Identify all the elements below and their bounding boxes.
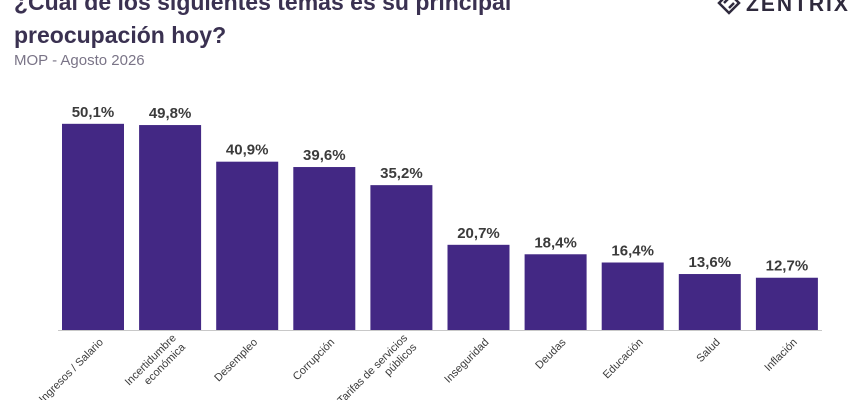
logo-text: ZENTRIX	[746, 0, 850, 16]
bar	[601, 262, 664, 330]
bar-value-label: 50,1%	[72, 104, 115, 121]
bar-value-label: 20,7%	[457, 225, 500, 242]
category-label: Incertidumbreeconómica	[123, 332, 189, 398]
bar	[293, 167, 356, 330]
bar-value-label: 35,2%	[380, 165, 423, 182]
category-label: Educación	[601, 336, 646, 381]
category-label: Inflación	[762, 336, 799, 373]
category-label: Corrupción	[291, 336, 338, 383]
category-label: Ingresos / Salario	[37, 336, 106, 400]
bar-value-label: 49,8%	[149, 105, 192, 122]
bar	[62, 123, 124, 330]
bar-value-label: 13,6%	[689, 254, 732, 271]
bar	[755, 277, 818, 330]
bar	[216, 161, 279, 330]
brand-logo: ZENTRIX	[716, 0, 850, 18]
category-label: Tarifas de serviciospúblicos	[335, 332, 419, 400]
bar-value-label: 40,9%	[226, 142, 269, 159]
zentrix-logo-icon	[716, 0, 742, 21]
chart-title: ¿Cuál de los siguientes temas es su prin…	[14, 0, 512, 48]
bar	[447, 244, 510, 330]
chart-subtitle: MOP - Agosto 2026	[14, 52, 145, 69]
bar	[139, 125, 202, 330]
category-label: Deudas	[533, 336, 569, 372]
bar-value-label: 39,6%	[303, 147, 346, 164]
category-label: Inseguridad	[442, 336, 491, 385]
category-label: Desempleo	[212, 336, 260, 384]
bar-value-label: 16,4%	[611, 243, 654, 260]
bar	[524, 254, 587, 330]
bar	[678, 274, 741, 330]
bar-value-label: 18,4%	[534, 234, 577, 251]
bar-value-label: 12,7%	[766, 258, 809, 275]
category-label: Salud	[694, 336, 722, 364]
bar	[370, 185, 433, 330]
